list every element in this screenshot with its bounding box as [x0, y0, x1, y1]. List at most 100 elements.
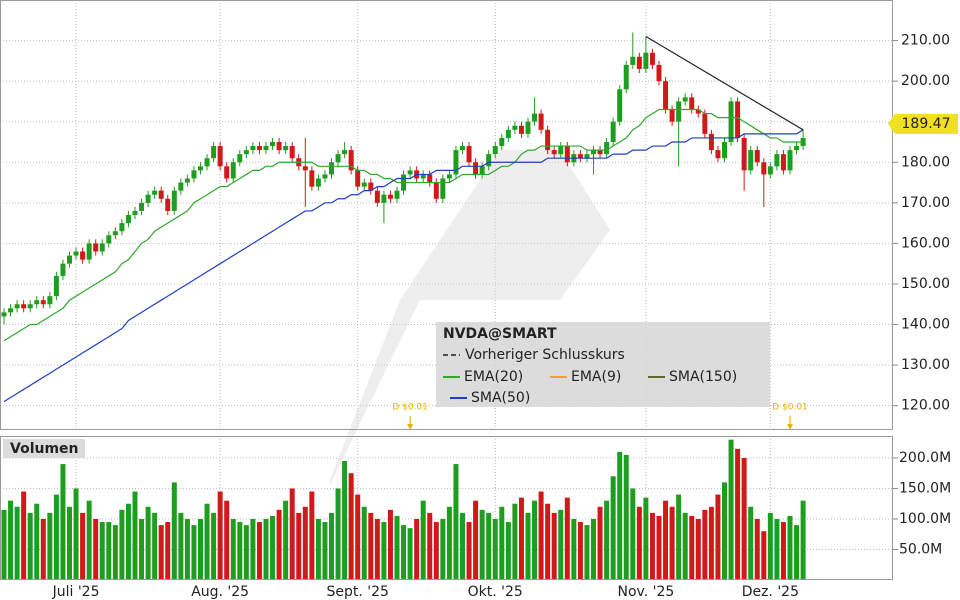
candle-body	[446, 174, 452, 179]
candle-body	[145, 194, 151, 203]
candle-body	[198, 166, 203, 171]
x-tick-label: Nov. '25	[617, 584, 674, 600]
candle-body	[230, 162, 236, 179]
candle-body	[270, 141, 276, 147]
volume-bar	[309, 491, 315, 580]
y-tick-label: 160.00	[901, 235, 950, 251]
volume-bar	[800, 500, 806, 580]
y-tick-label: 140.00	[901, 317, 950, 333]
volume-title: Volumen	[10, 441, 79, 457]
candle-body	[433, 182, 439, 199]
candle-body	[538, 113, 544, 130]
volume-bar	[761, 531, 767, 580]
candle-body	[250, 146, 256, 151]
candle-body	[794, 146, 800, 151]
volume-bar	[132, 491, 138, 580]
volume-bar	[14, 506, 20, 580]
volume-bar	[381, 522, 387, 580]
x-tick-label: Juli '25	[52, 584, 100, 600]
candle-body	[21, 304, 27, 309]
y-tick-label: 130.00	[901, 357, 950, 373]
volume-bar	[60, 464, 66, 580]
volume-bar	[80, 512, 86, 580]
candle-body	[676, 101, 682, 122]
candle-body	[466, 146, 472, 163]
candle-body	[217, 146, 223, 167]
volume-bar	[407, 528, 413, 580]
candle-body	[309, 170, 315, 187]
candle-body	[630, 56, 636, 65]
volume-bar	[610, 476, 616, 580]
candle-body	[453, 150, 459, 175]
candle-body	[407, 170, 413, 175]
legend-entry: EMA(20)	[464, 369, 523, 385]
volume-bar	[191, 525, 197, 580]
volume-bar	[499, 506, 505, 580]
candle-body	[99, 243, 105, 252]
candle-body	[715, 150, 721, 159]
volume-bar	[571, 518, 577, 580]
candle-body	[610, 121, 616, 142]
last-price-marker	[888, 113, 958, 134]
candle-body	[191, 170, 197, 179]
volume-bar	[40, 518, 46, 580]
y-tick-label: 180.00	[901, 154, 950, 170]
candle-body	[125, 215, 131, 224]
candle-body	[787, 150, 793, 171]
y-tick-label: 50.0M	[899, 541, 942, 557]
candle-body	[748, 150, 754, 171]
volume-bar	[689, 515, 695, 580]
candle-body	[774, 154, 780, 167]
volume-bar	[112, 525, 118, 580]
volume-bar	[767, 512, 773, 580]
candle-body	[47, 296, 53, 305]
volume-bar	[204, 503, 210, 580]
volume-bar	[735, 448, 741, 580]
volume-bar	[460, 512, 465, 580]
volume-bar	[270, 515, 276, 580]
volume-bar	[715, 494, 721, 580]
volume-bar	[649, 512, 655, 580]
candle-body	[34, 300, 40, 305]
candle-body	[152, 190, 158, 195]
candle-body	[689, 97, 695, 110]
volume-bar	[73, 488, 79, 580]
trend-line	[645, 35, 804, 131]
volume-bar	[433, 522, 439, 580]
volume-bar	[479, 509, 485, 580]
volume-bar	[473, 500, 479, 580]
volume-bar	[676, 494, 682, 580]
watermark	[330, 150, 610, 485]
volume-bar	[329, 512, 334, 580]
volume-bar	[774, 518, 780, 580]
volume-bar	[420, 500, 426, 580]
volume-bar	[702, 509, 708, 580]
candle-body	[171, 190, 177, 211]
volume-bar	[93, 518, 99, 580]
volume-bar	[525, 512, 531, 580]
volume-bar	[1, 509, 7, 580]
marks: D $0.01 D $0.01	[1, 32, 808, 580]
volume-bar	[302, 506, 308, 580]
volume-bar	[623, 454, 629, 580]
x-tick-label: Sept. '25	[326, 584, 388, 600]
volume-bar	[106, 522, 112, 580]
legend-box	[436, 322, 770, 407]
candle-body	[473, 162, 479, 175]
volume-bar	[368, 512, 374, 580]
candle-body	[289, 146, 295, 159]
candle-body	[348, 150, 354, 171]
candle-body	[558, 146, 564, 155]
volume-frame	[0, 436, 893, 580]
candle-body	[735, 101, 741, 138]
volume-bar	[466, 522, 472, 580]
candle-body	[381, 194, 387, 203]
volume-bar	[492, 518, 498, 580]
candle-body	[518, 125, 524, 134]
candle-body	[564, 146, 570, 163]
candle-body	[93, 243, 99, 252]
volume-bar	[296, 512, 302, 580]
volume-bar	[355, 494, 361, 580]
candle-body	[302, 166, 308, 171]
candle-body	[499, 137, 505, 147]
